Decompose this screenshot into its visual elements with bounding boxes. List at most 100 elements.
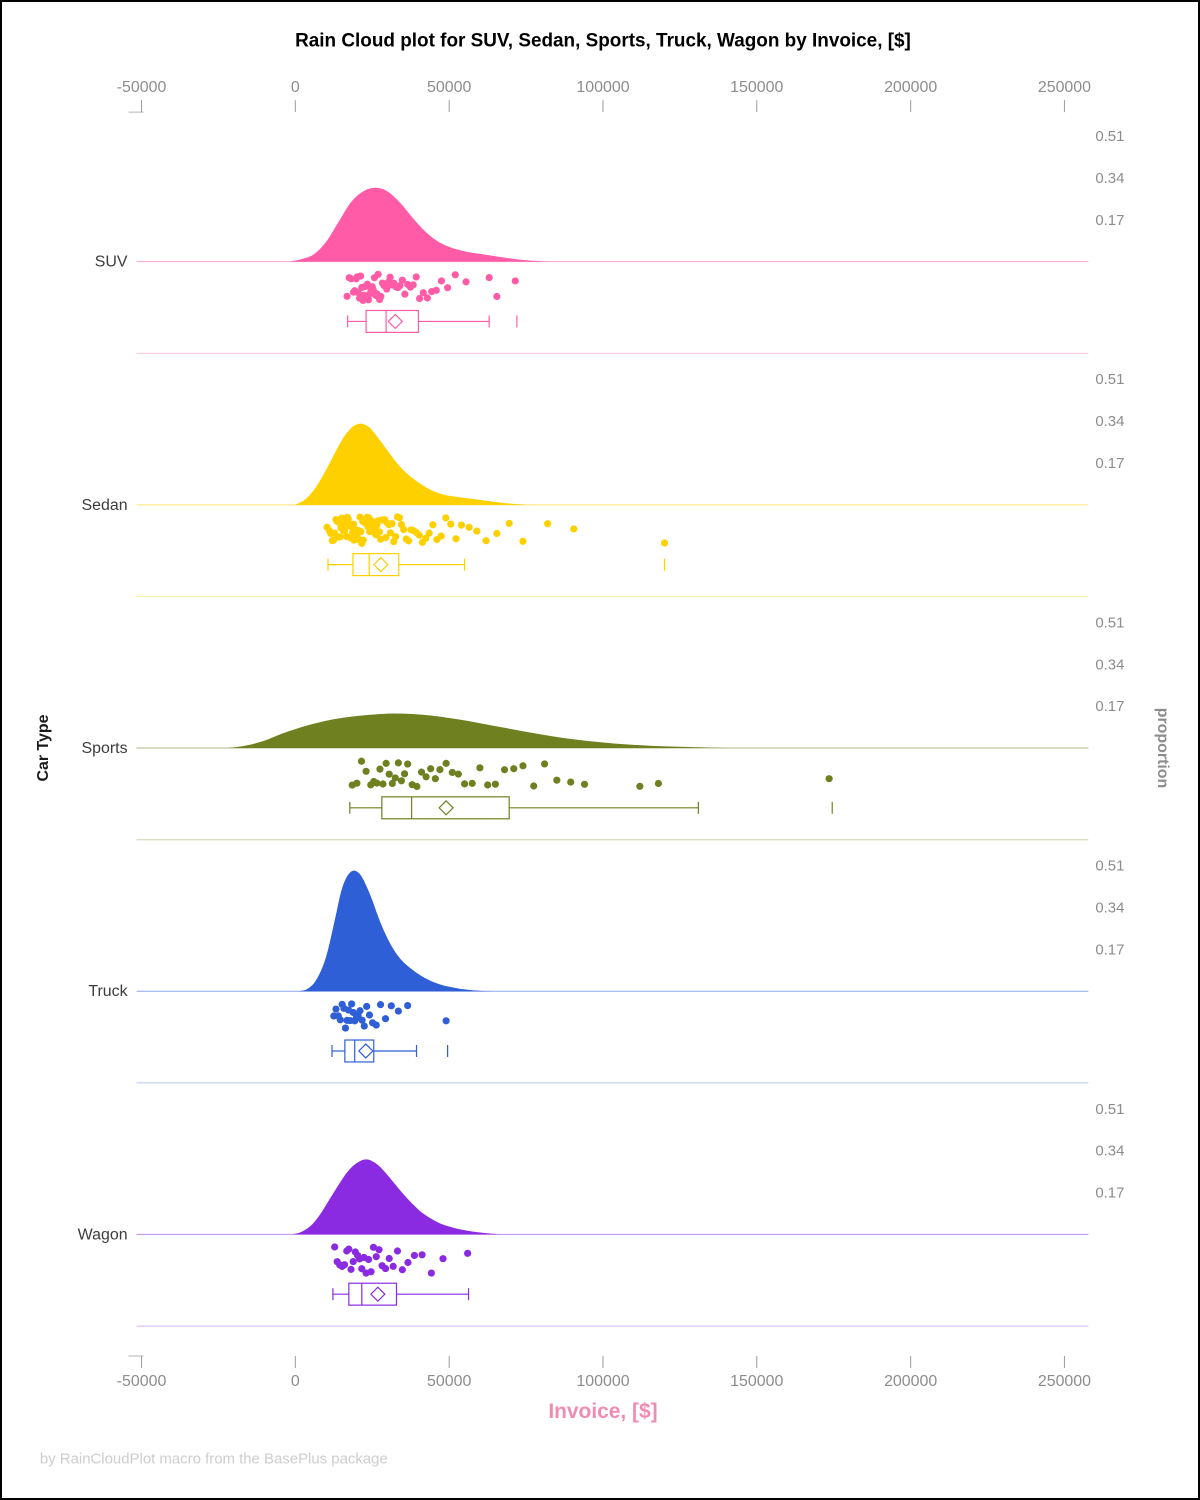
rain-point	[452, 535, 460, 543]
rain-point	[400, 770, 409, 778]
rain-point	[392, 533, 400, 541]
density-cloud	[289, 187, 548, 262]
x-tick-label-top: 250000	[1038, 79, 1091, 96]
proportion-tick-label: 0.51	[1095, 858, 1124, 875]
mean-diamond	[373, 556, 389, 573]
rain-point	[336, 533, 344, 541]
rain-point	[543, 520, 552, 528]
x-axis-ticks: -50000 -50000 0 0 50000 50000 100000 100000 1500…	[117, 79, 1091, 1390]
y-axis-label: Car Type	[35, 714, 52, 781]
rain-point	[397, 777, 406, 785]
rain-point	[519, 537, 527, 545]
rain-point	[660, 539, 669, 547]
rain-point	[436, 766, 444, 774]
footnote: by RainCloudPlot macro from the BasePlus…	[40, 1451, 388, 1468]
rain-point	[491, 780, 499, 788]
rain-point	[382, 534, 390, 542]
rain-point	[437, 277, 446, 285]
x-tick-label-top: 100000	[576, 79, 629, 96]
rain-point	[349, 1258, 357, 1266]
rain-point	[505, 519, 513, 527]
rain-point	[431, 775, 439, 783]
mean-diamond	[438, 799, 454, 816]
mean-diamond	[357, 1043, 374, 1059]
rain-point	[394, 759, 402, 767]
rain-point	[400, 525, 408, 534]
rain-point	[389, 1262, 397, 1270]
rain-point	[473, 527, 481, 535]
x-tick-label-top: 200000	[884, 79, 937, 96]
rain-points	[343, 270, 519, 304]
rain-point	[570, 525, 578, 533]
rain-point	[372, 1021, 380, 1029]
proportion-tick-label: 0.17	[1095, 941, 1124, 958]
rain-point	[416, 294, 424, 303]
rain-point	[553, 776, 561, 784]
box-plot	[331, 1039, 449, 1063]
rain-point	[396, 282, 404, 290]
rain-point	[493, 292, 501, 301]
rain-point	[444, 284, 452, 292]
chart-title: Rain Cloud plot for SUV, Sedan, Sports, …	[295, 30, 911, 51]
rain-point	[465, 523, 473, 531]
rain-point	[382, 759, 390, 767]
rain-point	[511, 277, 519, 285]
rain-point	[381, 1015, 390, 1023]
rain-point	[427, 765, 435, 773]
category-label: Sports	[82, 740, 128, 757]
rain-point	[454, 770, 462, 778]
rain-point	[825, 775, 833, 783]
rain-point	[345, 1245, 353, 1253]
proportion-tick-label: 0.17	[1095, 698, 1124, 715]
rain-point	[410, 1251, 419, 1259]
rain-point	[519, 762, 527, 770]
rain-point	[510, 765, 518, 773]
panel-sports: Sports 0.51 0.34 0.17	[82, 614, 1124, 841]
rain-point	[336, 1016, 344, 1024]
proportion-tick-label: 0.34	[1095, 413, 1124, 430]
proportion-tick-label: 0.17	[1095, 212, 1124, 229]
rain-point	[425, 529, 433, 537]
rain-point	[540, 760, 549, 768]
rain-point	[385, 1254, 393, 1263]
rain-point	[442, 514, 450, 522]
category-label: Wagon	[78, 1226, 128, 1243]
rain-point	[439, 1255, 447, 1263]
rain-point	[348, 1000, 356, 1008]
density-cloud	[292, 1159, 499, 1235]
rain-point	[358, 1016, 366, 1024]
rain-point	[377, 292, 385, 301]
panel-sedan: Sedan 0.51 0.34 0.17	[81, 371, 1124, 598]
rain-point	[530, 782, 538, 790]
rain-point	[493, 529, 501, 538]
rain-point	[442, 759, 450, 767]
rain-point	[354, 289, 362, 297]
rain-point	[367, 1268, 375, 1276]
rain-point	[386, 529, 394, 537]
rain-point	[636, 782, 644, 790]
rain-point	[375, 528, 383, 536]
x-tick-label-bottom: 200000	[884, 1373, 937, 1390]
rain-point	[376, 1001, 385, 1009]
x-tick-label-bottom: 100000	[576, 1373, 629, 1390]
rain-point	[394, 1007, 402, 1015]
rain-point	[343, 292, 351, 300]
rain-point	[654, 779, 662, 788]
x-tick-label-bottom: 150000	[730, 1373, 783, 1390]
rain-point	[364, 1255, 373, 1264]
rain-point	[386, 273, 394, 281]
box-plot	[332, 1282, 470, 1306]
rain-point	[409, 281, 417, 289]
mean-diamond	[370, 1286, 386, 1303]
panel-wagon: Wagon 0.51 0.34 0.17	[78, 1101, 1124, 1327]
rain-point	[383, 285, 391, 293]
rain-point	[360, 1022, 368, 1030]
rain-point	[484, 781, 492, 789]
box-plot	[327, 553, 666, 577]
rain-point	[413, 782, 421, 791]
proportion-tick-label: 0.34	[1095, 170, 1124, 187]
proportion-tick-label: 0.51	[1095, 614, 1124, 631]
rain-point	[482, 537, 490, 545]
x-axis-label: Invoice, [$]	[548, 1400, 657, 1423]
